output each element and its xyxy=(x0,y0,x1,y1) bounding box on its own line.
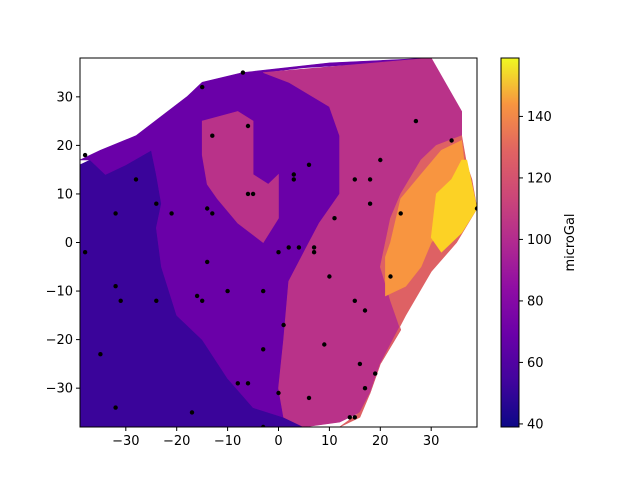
scatter-point-24 xyxy=(245,191,251,197)
y-tick-label: 0 xyxy=(65,236,73,251)
scatter-layer xyxy=(82,70,477,427)
x-tick-label: 20 xyxy=(372,434,389,449)
colorbar-ticks: 40 60 80 100 120 140 xyxy=(519,110,552,432)
scatter-point-0 xyxy=(82,152,88,158)
scatter-point-21 xyxy=(240,70,246,75)
scatter-point-10 xyxy=(169,211,174,216)
colorbar: 40 60 80 100 120 140 microGal xyxy=(500,57,578,432)
y-tick-label: −30 xyxy=(46,382,73,397)
scatter-point-52 xyxy=(373,371,378,376)
x-tick-label: −10 xyxy=(214,434,241,449)
scatter-point-54 xyxy=(388,274,393,279)
scatter-point-33 xyxy=(291,172,296,177)
colorbar-tick-label: 120 xyxy=(527,171,552,186)
scatter-point-34 xyxy=(291,177,296,182)
scatter-point-20 xyxy=(235,381,240,386)
colorbar-tick-label: 40 xyxy=(527,417,544,432)
scatter-point-30 xyxy=(276,390,281,396)
scatter-point-40 xyxy=(322,342,327,347)
scatter-point-8 xyxy=(154,201,159,206)
scatter-point-3 xyxy=(113,405,118,410)
scatter-point-53 xyxy=(378,157,383,163)
y-tick-label: 10 xyxy=(56,187,73,202)
scatter-point-56 xyxy=(413,118,419,124)
scatter-point-44 xyxy=(352,415,357,420)
y-tick-label: −10 xyxy=(46,285,73,300)
scatter-point-50 xyxy=(367,177,373,182)
scatter-point-6 xyxy=(118,298,123,303)
scatter-point-38 xyxy=(311,250,317,255)
scatter-point-13 xyxy=(200,298,205,303)
colorbar-tick-label: 100 xyxy=(527,233,552,248)
scatter-point-12 xyxy=(194,293,200,299)
x-tick-label: −20 xyxy=(163,434,190,449)
x-tick-label: 10 xyxy=(321,434,338,449)
scatter-point-32 xyxy=(286,245,291,250)
scatter-point-9 xyxy=(154,298,159,303)
colorbar-tick-label: 140 xyxy=(527,110,552,125)
scatter-point-37 xyxy=(306,162,312,167)
scatter-point-11 xyxy=(189,410,195,415)
scatter-point-14 xyxy=(200,84,205,90)
scatter-point-5 xyxy=(113,284,118,289)
scatter-point-25 xyxy=(250,191,256,197)
scatter-point-28 xyxy=(261,288,266,294)
scatter-point-42 xyxy=(332,216,337,221)
colorbar-label: microGal xyxy=(563,213,578,271)
scatter-point-23 xyxy=(245,123,251,129)
contour-region-6 xyxy=(430,159,477,253)
scatter-point-18 xyxy=(210,133,215,138)
scatter-point-48 xyxy=(362,386,368,391)
x-tick-label: 30 xyxy=(423,434,440,449)
colorbar-tick-label: 60 xyxy=(527,356,544,371)
scatter-point-7 xyxy=(133,177,139,182)
scatter-point-26 xyxy=(261,424,266,427)
scatter-point-49 xyxy=(362,308,368,313)
scatter-point-19 xyxy=(225,288,230,294)
scatter-point-35 xyxy=(296,245,302,250)
scatter-point-39 xyxy=(311,245,317,250)
scatter-point-16 xyxy=(205,206,210,211)
y-tick-label: −20 xyxy=(46,333,73,348)
plot-area xyxy=(80,58,477,427)
scatter-point-46 xyxy=(352,177,357,182)
scatter-point-4 xyxy=(113,211,118,216)
scatter-point-31 xyxy=(281,322,286,328)
y-axis: −30 −20 −10 0 10 20 30 xyxy=(46,90,80,397)
scatter-point-2 xyxy=(98,352,103,357)
scatter-point-51 xyxy=(367,201,373,206)
scatter-point-29 xyxy=(276,250,281,255)
x-tick-label: −30 xyxy=(112,434,139,449)
scatter-point-55 xyxy=(398,211,403,216)
contour-layer xyxy=(80,58,477,427)
scatter-point-47 xyxy=(357,361,363,367)
x-axis: −30 −20 −10 0 10 20 30 xyxy=(112,427,439,449)
colorbar-tick-label: 80 xyxy=(527,294,544,309)
scatter-point-45 xyxy=(352,298,357,303)
scatter-point-22 xyxy=(245,381,251,386)
scatter-point-41 xyxy=(327,274,332,279)
contour-region-3 xyxy=(201,111,279,243)
scatter-point-58 xyxy=(474,206,477,211)
scatter-point-15 xyxy=(205,259,210,265)
scatter-point-43 xyxy=(347,415,352,420)
scatter-point-17 xyxy=(210,211,215,216)
scatter-point-27 xyxy=(261,347,266,352)
scatter-point-36 xyxy=(306,395,312,401)
x-tick-label: 0 xyxy=(274,434,282,449)
y-tick-label: 20 xyxy=(56,139,73,154)
y-tick-label: 30 xyxy=(56,90,73,105)
scatter-point-57 xyxy=(449,138,454,143)
scatter-point-1 xyxy=(82,250,88,255)
colorbar-gradient xyxy=(500,57,520,428)
